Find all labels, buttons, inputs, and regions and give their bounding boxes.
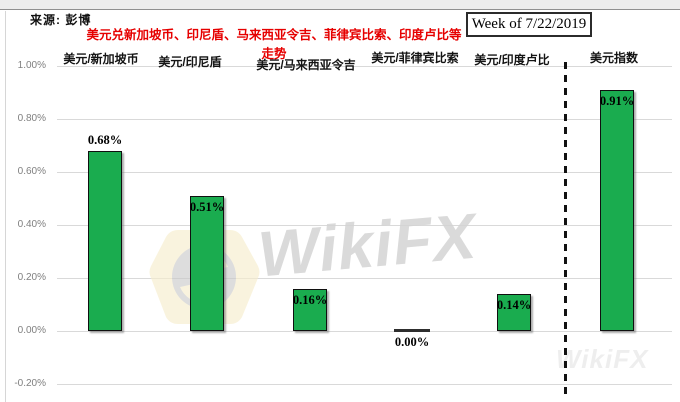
bar-value-label: 0.51% — [189, 199, 225, 214]
gridline — [57, 119, 672, 120]
week-of-box: Week of 7/22/2019 — [466, 12, 592, 37]
y-axis-tick-label: 0.40% — [17, 219, 46, 230]
y-axis-tick-label: -0.20% — [14, 378, 46, 389]
window-top-strip — [0, 0, 680, 10]
category-label: 美元/印度卢比 — [474, 53, 550, 67]
bar-value-label: 0.91% — [599, 93, 635, 108]
category-label: 美元指数 — [589, 51, 639, 65]
chart-title: 美元兑新加坡币、印尼盾、马来西亚令吉、菲律宾比索、印度卢比等走势 — [86, 28, 462, 61]
y-axis-tick-label: 0.60% — [17, 166, 46, 177]
dashed-separator-line — [564, 62, 567, 397]
source-label: 来源: 彭博 — [30, 13, 92, 27]
gridline — [57, 331, 672, 332]
bar — [293, 288, 327, 331]
category-label: 美元/马来西亚令吉 — [256, 58, 356, 72]
bar-value-label: 0.68% — [87, 132, 123, 147]
gridline — [57, 172, 672, 173]
bar — [190, 195, 224, 331]
gridline — [57, 225, 672, 226]
bar-value-label: 0.00% — [394, 335, 430, 349]
gridline — [57, 66, 672, 67]
gridline — [57, 384, 672, 385]
y-axis-tick-label: 1.00% — [17, 60, 46, 71]
y-axis-tick-label: 0.00% — [17, 325, 46, 336]
wikifx-ghost-watermark: WikiFX — [556, 344, 649, 374]
bar-value-label: 0.14% — [496, 297, 532, 312]
bar-value-label: 0.16% — [292, 292, 328, 307]
gridline — [57, 278, 672, 279]
bar — [497, 293, 531, 331]
bar — [600, 89, 634, 331]
y-axis-tick-label: 0.80% — [17, 113, 46, 124]
y-axis-tick-label: 0.20% — [17, 272, 46, 283]
bar — [88, 150, 122, 331]
category-label: 美元/菲律宾比索 — [371, 51, 459, 65]
category-label: 美元/印尼盾 — [158, 55, 222, 69]
category-label: 美元/新加坡币 — [63, 52, 139, 66]
zero-value-bar — [394, 329, 430, 332]
window-left-border — [5, 11, 6, 402]
